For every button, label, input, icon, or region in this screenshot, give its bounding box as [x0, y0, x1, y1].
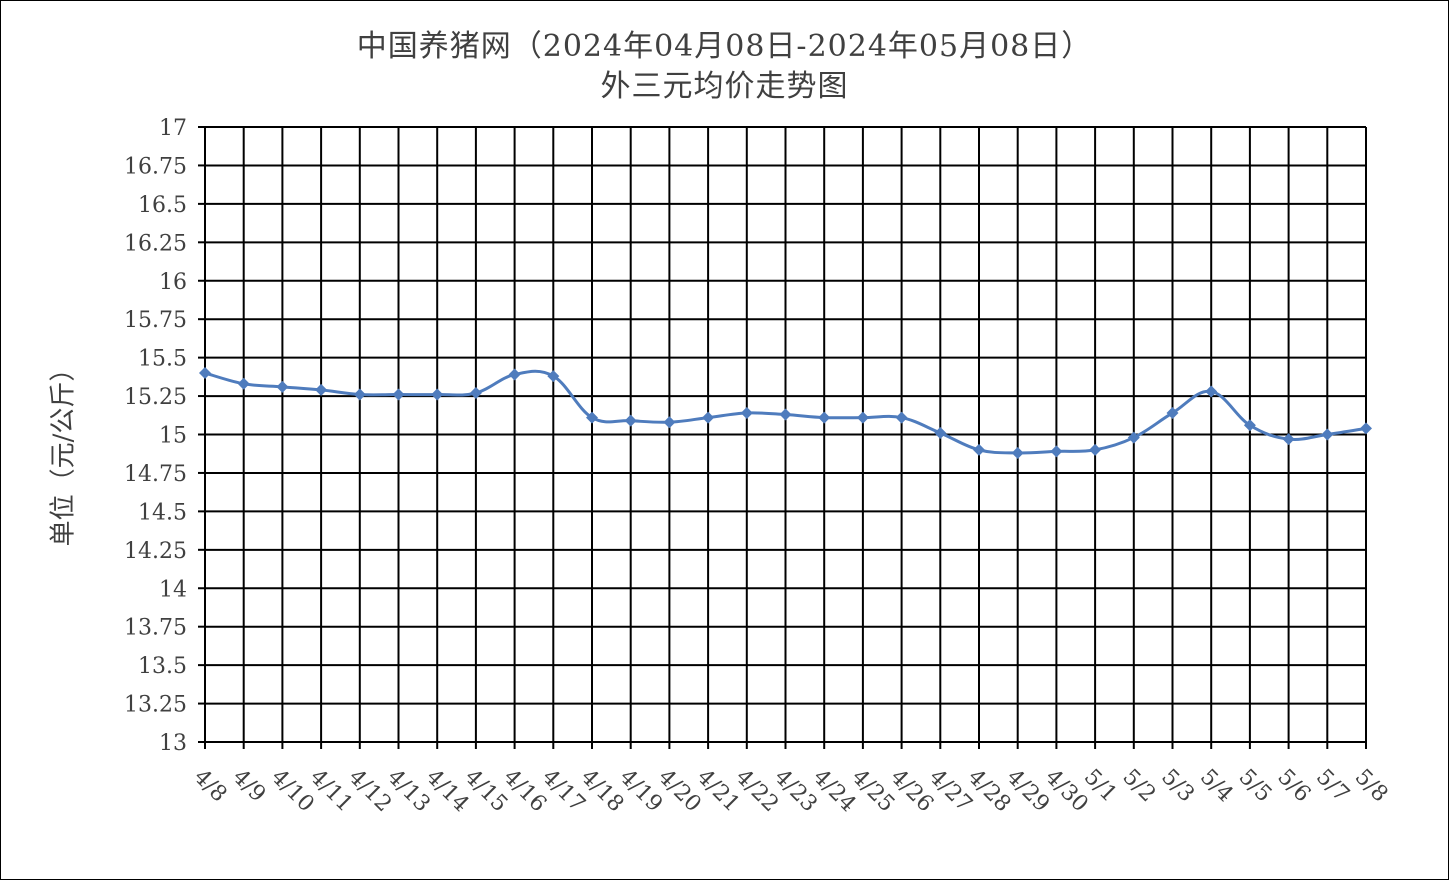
x-tick-label: 5/4 [1195, 765, 1238, 808]
data-point-marker [508, 368, 521, 381]
data-point-marker [1243, 419, 1256, 432]
x-tick-label: 5/3 [1156, 765, 1199, 808]
data-point-marker [547, 370, 560, 383]
data-point-marker [702, 411, 715, 424]
y-tick-label: 14 [159, 577, 187, 602]
data-point-marker [1360, 422, 1372, 435]
x-tick-label: 4/13 [382, 765, 435, 818]
data-point-marker [740, 406, 753, 419]
x-tick-label: 5/2 [1118, 765, 1161, 808]
x-tick-label: 4/17 [537, 765, 590, 818]
data-point-marker [856, 411, 869, 424]
y-tick-label: 16.75 [124, 154, 187, 179]
y-tick-label: 16.5 [138, 193, 187, 218]
x-tick-label: 5/8 [1350, 765, 1393, 808]
y-tick-label: 14.25 [124, 539, 187, 564]
y-tick-label: 16 [159, 270, 187, 295]
x-tick-label: 4/10 [266, 765, 319, 818]
x-tick-label: 4/27 [924, 765, 977, 818]
data-point-marker [353, 388, 366, 401]
data-point-marker [624, 414, 637, 427]
x-tick-label: 4/20 [653, 765, 706, 818]
x-tick-label: 4/9 [227, 765, 270, 808]
chart-subtitle: 外三元均价走势图 [600, 69, 849, 104]
x-tick-label: 4/26 [885, 765, 938, 818]
data-point-marker [586, 411, 598, 424]
data-point-marker [663, 416, 676, 429]
data-point-marker [469, 386, 482, 399]
data-point-marker [818, 411, 831, 424]
y-tick-label: 15 [159, 424, 187, 449]
x-tick-label: 4/29 [1001, 765, 1054, 818]
x-tick-label: 4/19 [614, 765, 667, 818]
y-tick-label: 15.75 [124, 308, 187, 333]
y-tick-label: 16.25 [124, 231, 187, 256]
data-point-marker [1166, 406, 1179, 419]
x-tick-label: 4/8 [189, 765, 232, 808]
x-tick-label: 4/18 [576, 765, 629, 818]
data-point-marker [1011, 446, 1024, 459]
x-tick-label: 4/16 [498, 765, 551, 818]
y-tick-label: 13.5 [138, 654, 187, 679]
data-point-marker [276, 380, 289, 393]
chart-title: 中国养猪网（2024年04月08日-2024年05月08日） [356, 29, 1093, 64]
x-tick-label: 4/21 [692, 765, 745, 818]
x-tick-label: 4/30 [1040, 765, 1093, 818]
data-point-marker [1321, 428, 1334, 441]
x-tick-label: 5/6 [1272, 765, 1315, 808]
y-tick-label: 17 [159, 116, 187, 141]
data-point-marker [895, 411, 908, 424]
y-tick-label: 13.25 [124, 693, 187, 718]
data-point-marker [237, 377, 250, 390]
data-point-marker [1205, 385, 1218, 398]
y-tick-label: 14.5 [138, 500, 187, 525]
data-point-marker [1282, 433, 1295, 446]
x-tick-label: 4/23 [769, 765, 822, 818]
x-tick-label: 4/28 [963, 765, 1016, 818]
data-point-marker [392, 388, 405, 401]
data-point-marker [973, 443, 985, 456]
y-tick-label: 13.75 [124, 616, 187, 641]
x-tick-label: 4/24 [808, 765, 861, 818]
x-tick-label: 4/14 [421, 765, 474, 818]
x-tick-label: 5/7 [1311, 765, 1354, 808]
y-tick-label: 15.5 [138, 347, 187, 372]
data-point-marker [1127, 431, 1140, 444]
data-point-marker [1089, 443, 1102, 456]
data-point-marker [431, 388, 444, 401]
x-tick-label: 4/15 [460, 765, 513, 818]
x-tick-label: 4/11 [305, 765, 358, 818]
y-tick-label: 14.75 [124, 462, 187, 487]
x-tick-label: 4/22 [731, 765, 784, 818]
data-point-marker [779, 408, 792, 421]
data-point-marker [1050, 445, 1063, 458]
x-tick-label: 5/5 [1234, 765, 1277, 808]
data-point-marker [315, 383, 328, 396]
x-tick-label: 4/25 [847, 765, 900, 818]
y-tick-label: 15.25 [124, 385, 187, 410]
x-tick-label: 4/12 [344, 765, 397, 818]
y-tick-label: 13 [159, 731, 187, 756]
data-point-marker [199, 367, 211, 379]
data-point-marker [934, 426, 947, 439]
